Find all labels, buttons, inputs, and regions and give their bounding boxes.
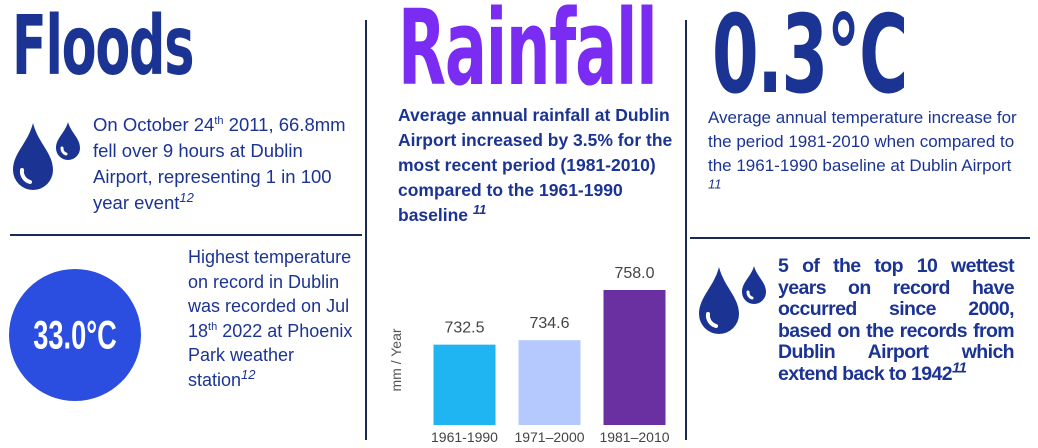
bar	[433, 344, 496, 425]
divider	[690, 237, 1030, 239]
bar	[518, 340, 581, 425]
bar-chart: mm / Year 732.5 1961-1990 734.6 1971–2000 75…	[388, 265, 670, 445]
divider	[10, 234, 362, 236]
value-label: 758.0	[614, 265, 654, 282]
divider	[365, 20, 367, 440]
floods-title: Floods	[12, 0, 194, 94]
value-label: 734.6	[529, 315, 569, 332]
bar	[603, 290, 666, 425]
record-circle: 33.0°C	[9, 269, 141, 401]
value-label: 732.5	[444, 320, 484, 337]
x-tick-label: 1971–2000	[514, 429, 584, 445]
divider	[685, 20, 687, 440]
drops-icon	[699, 266, 766, 334]
temperature-title: 0.3°C	[712, 0, 908, 118]
record-text: Highest temperature on record in Dublin …	[188, 247, 353, 390]
y-axis-label: mm / Year	[388, 328, 404, 391]
wettest-text: 5 of the top 10 wettest years on record …	[778, 255, 1015, 385]
drops-icon	[13, 122, 80, 190]
record-value: 33.0°C	[33, 313, 116, 357]
x-tick-label: 1981–2010	[599, 429, 669, 445]
x-tick-label: 1961-1990	[431, 429, 498, 445]
floods-text: On October 24th 2011, 66.8mm fell over 9…	[93, 114, 346, 213]
rainfall-title: Rainfall	[398, 0, 658, 109]
temperature-text: Average annual temperature increase for …	[708, 108, 1017, 192]
rainfall-text: Average annual rainfall at Dublin Airpor…	[398, 105, 673, 225]
